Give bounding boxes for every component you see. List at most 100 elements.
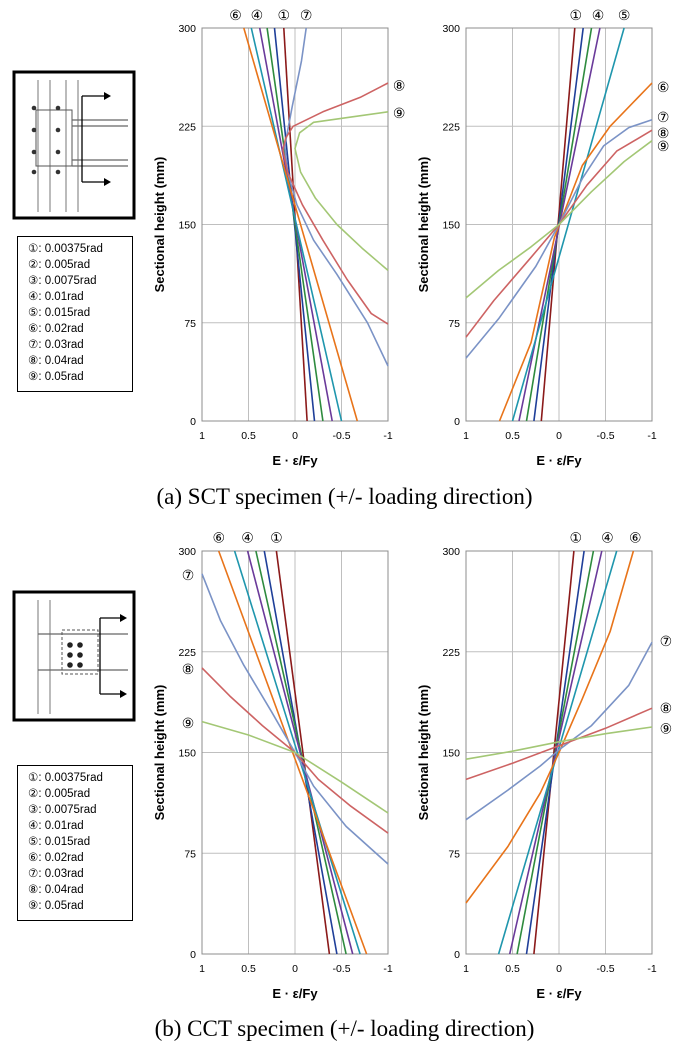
series-line-r5 — [497, 550, 618, 955]
series-annotation: ④ — [251, 7, 264, 23]
x-tick-label: -1 — [647, 963, 656, 975]
legend-text: : 0.03rad — [38, 868, 84, 880]
legend-symbol: ⑦ — [28, 868, 39, 880]
legend-text: : 0.05rad — [38, 900, 84, 912]
legend-text: : 0.04rad — [38, 355, 84, 367]
x-tick-label: -1 — [383, 963, 392, 975]
y-tick-label: 225 — [178, 647, 196, 659]
chart-b-left: 1 0.5 0 -0.5 -1 0 75 150 225 300 ⑥ ④ ① ⑦ ⑧ ⑨ Sectional h… — [152, 530, 393, 1001]
series-line-r7 — [465, 641, 653, 821]
x-tick-label: 1 — [199, 430, 205, 442]
x-tick-label: -0.5 — [332, 963, 350, 975]
x-tick-label: 1 — [463, 963, 469, 975]
series-line-r5 — [511, 27, 625, 422]
legend-text: : 0.015rad — [38, 307, 91, 319]
series-line-r1 — [533, 550, 575, 955]
x-tick-label: -0.5 — [596, 430, 614, 442]
y-tick-label: 300 — [178, 546, 196, 558]
series-annotation: ④ — [592, 7, 605, 23]
series-line-r7 — [283, 27, 389, 367]
x-tick-label: 0 — [556, 963, 562, 975]
legend-symbol: ① — [28, 772, 39, 784]
x-axis-label: E · ε/Fy — [536, 986, 582, 1001]
y-tick-label: 75 — [448, 318, 460, 330]
legend-text: : 0.015rad — [38, 836, 91, 848]
legend-symbol: ④ — [28, 820, 39, 832]
plot-frame — [201, 550, 389, 955]
legend-item: ⑤: 0.015rad — [28, 305, 132, 321]
legend-item: ④: 0.01rad — [28, 289, 132, 305]
series-line-r9 — [465, 140, 653, 299]
x-axis-label: E · ε/Fy — [272, 986, 318, 1001]
series-line-r5 — [250, 27, 343, 422]
x-tick-label: 1 — [463, 430, 469, 442]
legend-item: ⑨: 0.05rad — [28, 369, 132, 385]
series-annotation: ⑥ — [229, 7, 242, 23]
series-line-r4 — [246, 550, 354, 955]
legend-item: ②: 0.005rad — [28, 786, 132, 802]
y-tick-label: 150 — [442, 748, 460, 760]
legend-symbol: ③ — [28, 804, 39, 816]
series-annotation: ① — [278, 7, 291, 23]
legend-symbol: ⑦ — [28, 339, 39, 351]
legend-item: ①: 0.00375rad — [28, 770, 132, 786]
y-axis-label: Sectional height (mm) — [152, 685, 167, 821]
y-tick-label: 0 — [454, 416, 460, 428]
series-annotation: ⑥ — [629, 530, 642, 546]
series-annotation: ⑦ — [300, 7, 313, 23]
legend-a: ①: 0.00375rad ②: 0.005rad ③: 0.0075rad ④: 0… — [17, 236, 133, 392]
x-tick-label: 0 — [556, 430, 562, 442]
x-tick-label: 0 — [292, 430, 298, 442]
y-tick-label: 0 — [454, 949, 460, 961]
y-tick-label: 225 — [442, 647, 460, 659]
legend-text: : 0.03rad — [38, 339, 84, 351]
y-axis-label: Sectional height (mm) — [152, 157, 167, 293]
legend-item: ⑥: 0.02rad — [28, 321, 132, 337]
legend-item: ③: 0.0075rad — [28, 273, 132, 289]
x-tick-label: -1 — [383, 430, 392, 442]
series-annotation: ① — [569, 530, 582, 546]
legend-text: : 0.005rad — [38, 788, 91, 800]
series-annotation: ① — [270, 530, 283, 546]
series-line-r9 — [465, 726, 653, 760]
series-annotation: ⑧ — [182, 661, 195, 677]
y-tick-label: 0 — [190, 949, 196, 961]
series-line-r8 — [465, 707, 653, 781]
series-annotation: ⑦ — [660, 633, 673, 649]
legend-symbol: ① — [28, 243, 39, 255]
legend-symbol: ⑥ — [28, 323, 39, 335]
x-tick-label: 0 — [292, 963, 298, 975]
legend-text: : 0.0075rad — [38, 804, 97, 816]
chart-a-left: 1 0.5 0 -0.5 -1 0 75 150 225 300 ⑥ ④ ① ⑦ ⑧ ⑨ Sectional h… — [152, 7, 405, 468]
series-annotation: ① — [569, 7, 582, 23]
legend-symbol: ⑧ — [28, 355, 39, 367]
legend-symbol: ⑤ — [28, 836, 39, 848]
legend-symbol: ⑥ — [28, 852, 39, 864]
series-line-r6 — [465, 550, 635, 904]
series-annotation: ④ — [241, 530, 254, 546]
y-tick-label: 150 — [178, 748, 196, 760]
legend-symbol: ② — [28, 259, 39, 271]
caption-a: (a) SCT specimen (+/- loading direction) — [156, 484, 533, 509]
y-tick-label: 300 — [178, 23, 196, 35]
y-tick-label: 150 — [178, 220, 196, 232]
legend-item: ⑥: 0.02rad — [28, 850, 132, 866]
legend-symbol: ④ — [28, 291, 39, 303]
plot-frame — [465, 27, 653, 422]
x-tick-label: 0.5 — [505, 430, 520, 442]
legend-symbol: ⑨ — [28, 371, 39, 383]
legend-item: ⑧: 0.04rad — [28, 353, 132, 369]
y-tick-label: 75 — [184, 318, 196, 330]
legend-b: ①: 0.00375rad ②: 0.005rad ③: 0.0075rad ④: 0… — [17, 765, 133, 921]
y-tick-label: 300 — [442, 546, 460, 558]
series-annotation: ④ — [601, 530, 614, 546]
series-line-r9 — [294, 111, 389, 272]
series-annotation: ⑧ — [393, 78, 406, 94]
series-line-r1 — [275, 550, 331, 955]
series-annotation: ⑦ — [182, 567, 195, 583]
y-tick-label: 75 — [184, 848, 196, 860]
y-tick-label: 150 — [442, 220, 460, 232]
legend-text: : 0.01rad — [38, 820, 84, 832]
caption-b: (b) CCT specimen (+/- loading direction) — [154, 1016, 535, 1041]
legend-text: : 0.005rad — [38, 259, 91, 271]
